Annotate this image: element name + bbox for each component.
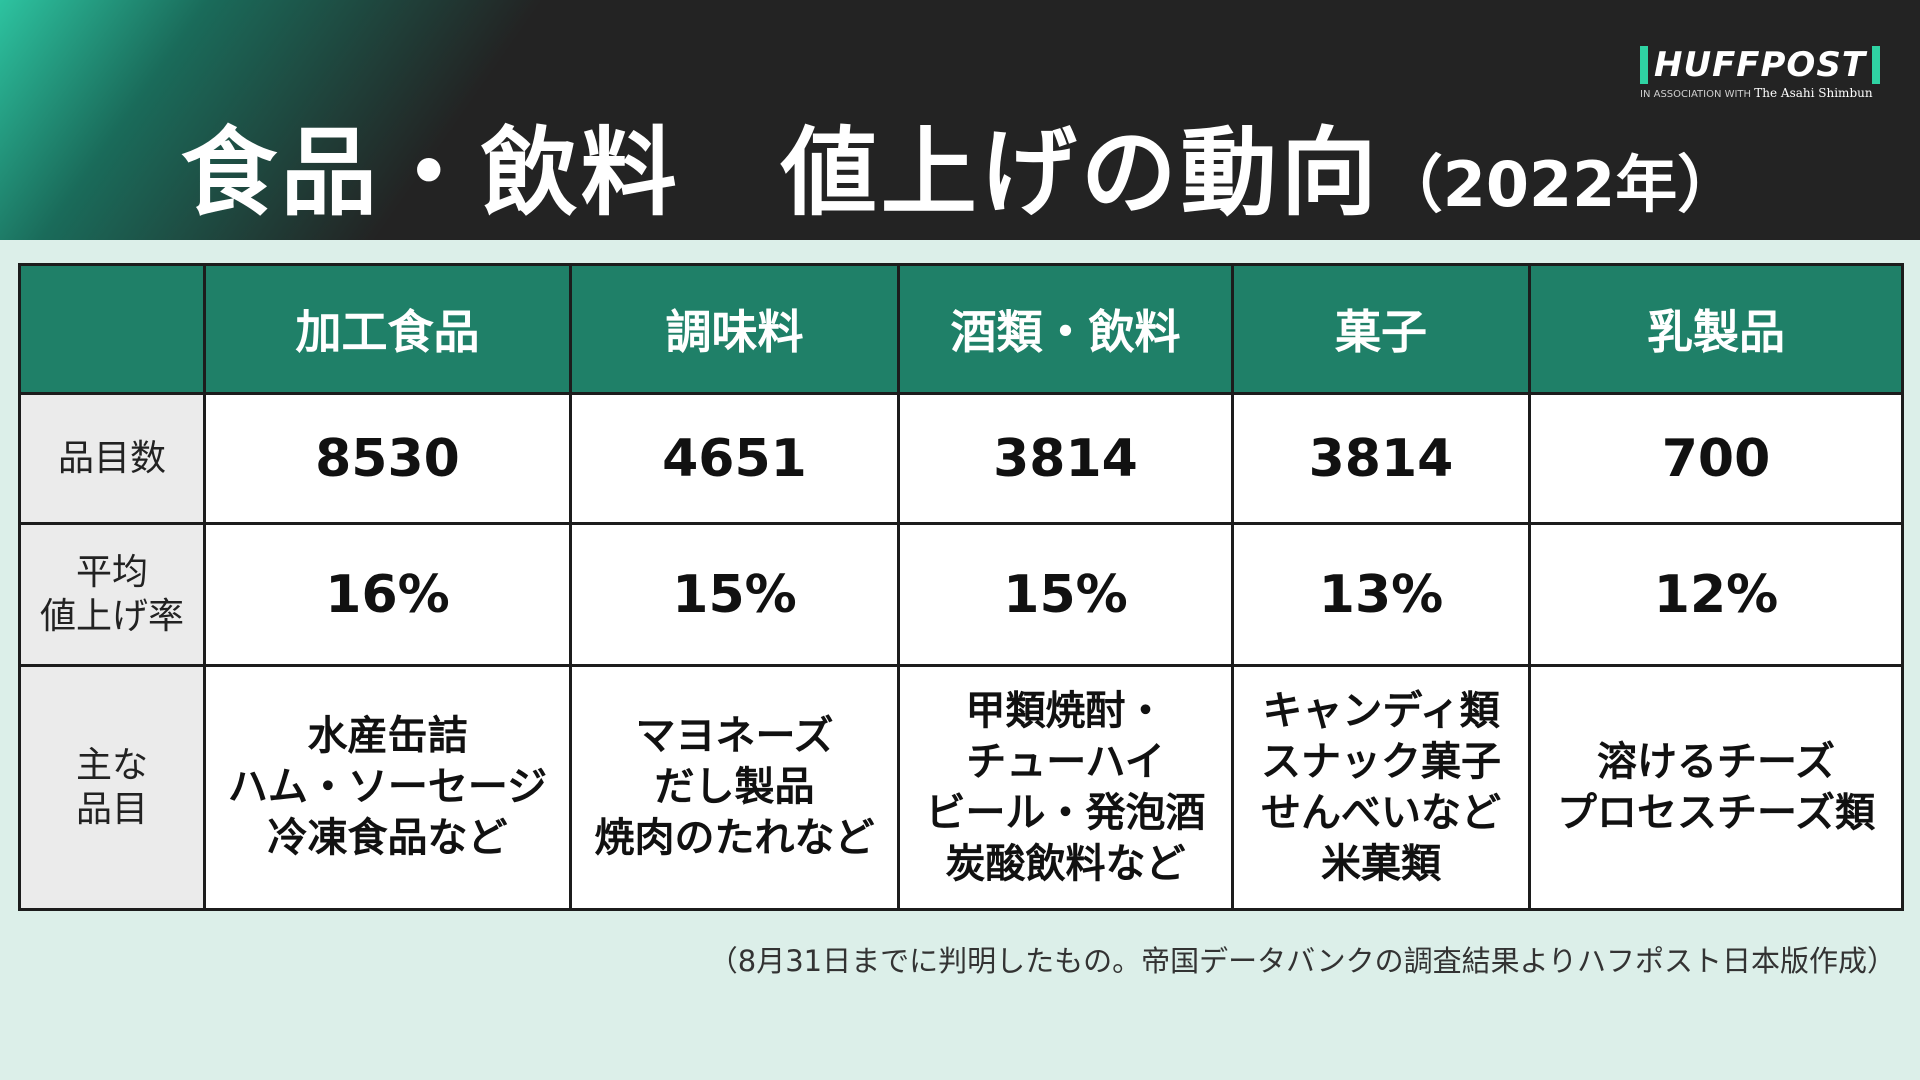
title-year: （2022年） (1380, 148, 1740, 221)
table-row-item-count: 品目数 8530 4651 3814 3814 700 (18, 391, 1904, 526)
table-cell: 溶けるチーズ プロセスチーズ類 (1528, 664, 1904, 911)
table-cell: 4651 (569, 391, 900, 526)
table-header-row: 加工食品 調味料 酒類・飲料 菓子 乳製品 (18, 263, 1904, 395)
column-header: 加工食品 (203, 263, 572, 395)
row-label: 主な 品目 (18, 664, 206, 911)
column-header: 菓子 (1231, 263, 1531, 395)
table-cell: 3814 (1231, 391, 1531, 526)
row-label: 平均 値上げ率 (18, 522, 206, 668)
table-cell: 16% (203, 522, 572, 668)
table-row-main-items: 主な 品目 水産缶詰 ハム・ソーセージ 冷凍食品など マヨネーズ だし製品 焼肉… (18, 664, 1904, 911)
price-trend-table: 加工食品 調味料 酒類・飲料 菓子 乳製品 品目数 8530 4651 3814… (18, 263, 1904, 911)
logo-sub-prefix: IN ASSOCIATION WITH (1640, 89, 1752, 100)
table-cell: 15% (897, 522, 1234, 668)
page-title: 食品・飲料 値上げの動向（2022年） (0, 95, 1920, 234)
table-cell: キャンディ類 スナック菓子 せんべいなど 米菓類 (1231, 664, 1531, 911)
table-cell: 8530 (203, 391, 572, 526)
table-cell: 12% (1528, 522, 1904, 668)
table-cell: 3814 (897, 391, 1234, 526)
table-cell: 700 (1528, 391, 1904, 526)
logo-sub-name: The Asahi Shimbun (1754, 86, 1873, 100)
logo-wordmark: HUFFPOST (1640, 46, 1881, 84)
column-header: 調味料 (569, 263, 900, 395)
source-footnote: （8月31日までに判明したもの。帝国データバンクの調査結果よりハフポスト日本版作… (708, 944, 1896, 978)
title-banner: 食品・飲料 値上げの動向（2022年） HUFFPOST IN ASSOCIAT… (0, 0, 1920, 240)
corner-cell (18, 263, 206, 395)
column-header: 乳製品 (1528, 263, 1904, 395)
logo-subline: IN ASSOCIATION WITH The Asahi Shimbun (1640, 86, 1873, 100)
column-header: 酒類・飲料 (897, 263, 1234, 395)
table-cell: マヨネーズ だし製品 焼肉のたれなど (569, 664, 900, 911)
table-row-avg-increase: 平均 値上げ率 16% 15% 15% 13% 12% (18, 522, 1904, 668)
table-cell: 水産缶詰 ハム・ソーセージ 冷凍食品など (203, 664, 572, 911)
huffpost-logo: HUFFPOST IN ASSOCIATION WITH The Asahi S… (1640, 46, 1881, 100)
table-cell: 甲類焼酎・ チューハイ ビール・発泡酒 炭酸飲料など (897, 664, 1234, 911)
table-cell: 13% (1231, 522, 1531, 668)
title-main: 食品・飲料 値上げの動向 (180, 117, 1381, 229)
table-cell: 15% (569, 522, 900, 668)
row-label: 品目数 (18, 391, 206, 526)
